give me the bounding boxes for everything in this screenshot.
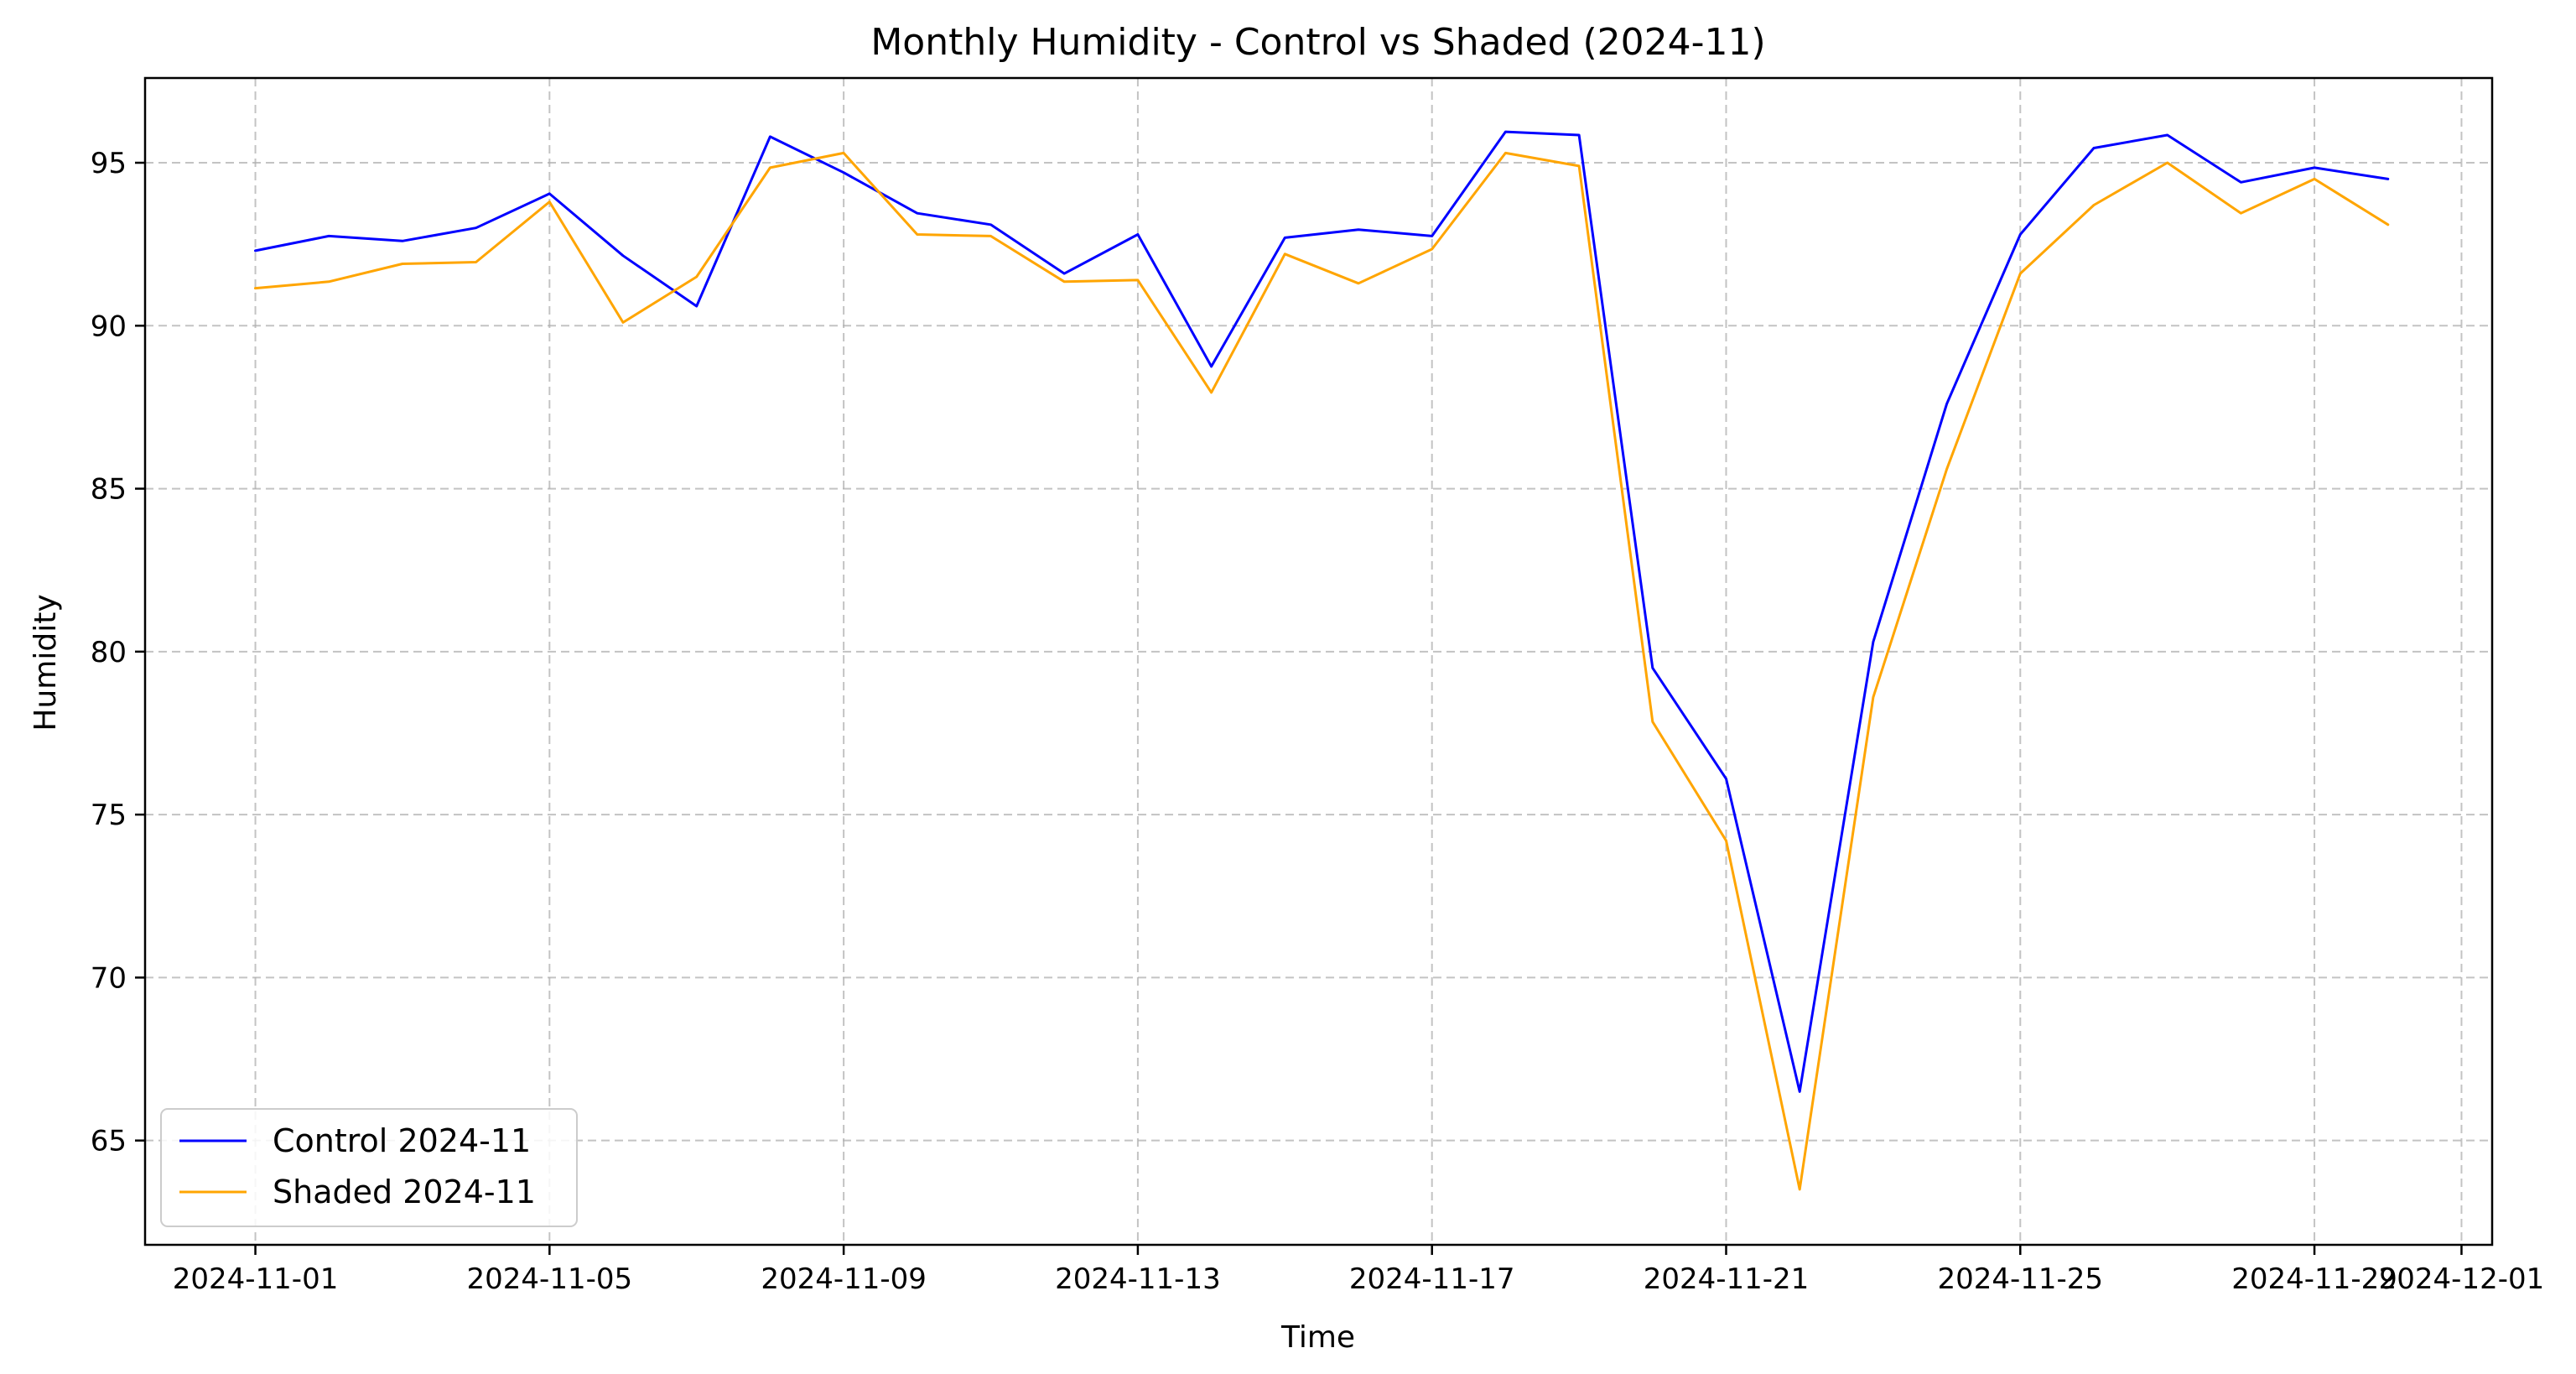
- series-line-control: [254, 130, 2390, 1093]
- y-tick-label: 70: [91, 961, 127, 995]
- y-tick-label: 90: [91, 310, 127, 343]
- series-line-shaded: [254, 151, 2390, 1191]
- y-axis-label: Humidity: [29, 594, 63, 731]
- grid-layer: [145, 78, 2492, 1245]
- y-tick-label: 75: [91, 799, 127, 832]
- legend-label-control: Control 2024-11: [273, 1122, 531, 1159]
- legend-label-shaded: Shaded 2024-11: [273, 1174, 536, 1210]
- x-tick-label: 2024-11-01: [173, 1262, 339, 1296]
- legend: Control 2024-11 Shaded 2024-11: [160, 1108, 578, 1227]
- lines-layer: [254, 130, 2390, 1191]
- y-tick-label: 65: [91, 1125, 127, 1158]
- chart-title: Monthly Humidity - Control vs Shaded (20…: [870, 21, 1765, 64]
- x-tick-label: 2024-11-13: [1055, 1262, 1221, 1296]
- legend-box: [160, 1108, 578, 1227]
- x-tick-label: 2024-12-01: [2379, 1262, 2545, 1296]
- y-tick-label: 80: [91, 636, 127, 669]
- x-tick-label: 2024-11-21: [1644, 1262, 1810, 1296]
- y-tick-label: 95: [91, 147, 127, 180]
- x-tick-label: 2024-11-25: [1937, 1262, 2103, 1296]
- y-tick-label: 85: [91, 473, 127, 507]
- ticks-layer: 2024-11-01 2024-11-05 2024-11-09 2024-11-13…: [91, 147, 2545, 1296]
- x-tick-label: 2024-11-17: [1349, 1262, 1515, 1296]
- x-tick-label: 2024-11-09: [761, 1262, 927, 1296]
- x-axis-label: Time: [1280, 1320, 1355, 1355]
- x-tick-label: 2024-11-29: [2231, 1262, 2397, 1296]
- x-tick-label: 2024-11-05: [467, 1262, 633, 1296]
- plot-frame: [143, 76, 2494, 1246]
